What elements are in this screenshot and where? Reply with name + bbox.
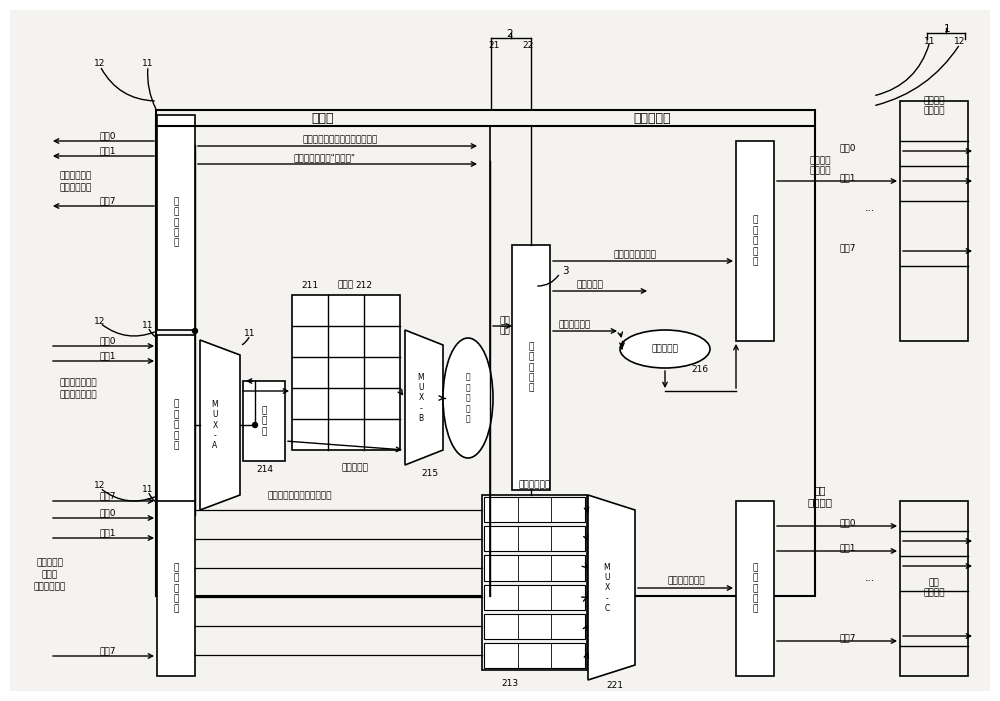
Text: 3: 3 [562, 266, 568, 276]
Text: 22: 22 [522, 41, 534, 50]
Text: 接
口
寄
存
器: 接 口 寄 存 器 [173, 400, 179, 450]
Text: 输出报文
有效信号: 输出报文 有效信号 [923, 96, 945, 116]
Text: 来自各接口: 来自各接口 [37, 559, 63, 568]
Text: 站
间
寄
存
器: 站 间 寄 存 器 [528, 342, 534, 393]
Text: 微包选择信号: 微包选择信号 [559, 320, 591, 329]
Text: 1: 1 [944, 24, 950, 34]
Bar [157, 115, 195, 330]
Text: 检查板: 检查板 [338, 280, 354, 290]
Text: 21: 21 [488, 41, 500, 50]
Text: 216: 216 [691, 365, 709, 374]
Text: 接口0: 接口0 [100, 336, 116, 346]
Text: 接
口
寄
存
器: 接 口 寄 存 器 [752, 216, 758, 266]
Text: 12: 12 [954, 36, 966, 46]
Polygon shape [405, 330, 443, 465]
Text: 来自各接口的：: 来自各接口的： [60, 379, 98, 388]
Ellipse shape [443, 338, 493, 458]
Text: 215: 215 [421, 468, 439, 477]
Text: M
U
X
-
A: M U X - A [212, 400, 218, 450]
Text: 214: 214 [256, 465, 274, 473]
Text: 11: 11 [244, 329, 256, 337]
Text: 到被许可的接口的信用释放信号: 到被许可的接口的信用释放信号 [302, 135, 378, 144]
Text: 仲裁
许可: 仲裁 许可 [500, 316, 510, 336]
Bar [484, 497, 585, 522]
Text: 12: 12 [94, 482, 106, 491]
Bar [482, 495, 587, 670]
Bar [736, 501, 774, 676]
Text: 请
求
组: 请 求 组 [261, 406, 267, 436]
Text: 路由场信息: 路由场信息 [577, 280, 603, 290]
Text: 12: 12 [94, 58, 106, 67]
Bar [484, 613, 585, 639]
Text: 输出报文
有效信号: 输出报文 有效信号 [809, 156, 831, 176]
Bar [243, 381, 285, 461]
Ellipse shape [620, 330, 710, 368]
Bar [484, 526, 585, 551]
Circle shape [252, 423, 258, 428]
Text: 接
口
寄
存
器: 接 口 寄 存 器 [173, 197, 179, 247]
Text: 信用释放信号: 信用释放信号 [60, 184, 92, 193]
Text: 的输入: 的输入 [42, 571, 58, 580]
Text: 11: 11 [142, 320, 154, 329]
Text: 仲裁站: 仲裁站 [312, 111, 334, 125]
Circle shape [192, 329, 198, 334]
Text: M
U
X
-
B: M U X - B [418, 373, 424, 423]
Bar [900, 501, 968, 676]
Text: 接口1: 接口1 [840, 543, 856, 552]
Text: 接口1: 接口1 [840, 174, 856, 182]
Text: 仲
裁
控
制
器: 仲 裁 控 制 器 [466, 373, 470, 423]
Text: 接
口
寄
存
器: 接 口 寄 存 器 [173, 563, 179, 614]
Text: 接口1: 接口1 [100, 147, 116, 156]
Text: 接口7: 接口7 [100, 196, 116, 205]
Text: 数据选择站: 数据选择站 [634, 111, 671, 125]
Text: 11: 11 [142, 484, 154, 494]
Text: 211: 211 [301, 280, 319, 290]
Text: 213: 213 [501, 679, 519, 688]
Polygon shape [588, 495, 635, 680]
Text: 报文微包数据: 报文微包数据 [34, 583, 66, 592]
Bar [484, 643, 585, 668]
Text: 微包数据队列: 微包数据队列 [518, 480, 551, 489]
Text: 路由控制器: 路由控制器 [652, 344, 678, 353]
Polygon shape [200, 340, 240, 510]
Text: 接口7: 接口7 [840, 634, 856, 643]
Text: 继续等待许可的"请求组": 继续等待许可的"请求组" [294, 154, 356, 163]
Bar [900, 101, 968, 341]
Bar [736, 141, 774, 341]
Text: M
U
X
-
C: M U X - C [604, 563, 610, 613]
Bar [484, 585, 585, 610]
Text: 输出
报文微包: 输出 报文微包 [808, 485, 832, 507]
Text: 12: 12 [94, 316, 106, 325]
Bar [157, 335, 195, 515]
Bar [512, 245, 550, 490]
Text: 选择输出的微包: 选择输出的微包 [667, 576, 705, 585]
Text: 输出报文有效信号: 输出报文有效信号 [614, 250, 656, 259]
Text: 212: 212 [356, 280, 372, 290]
Bar [292, 295, 400, 450]
Bar [157, 501, 195, 676]
Bar [484, 555, 585, 580]
Text: 接口0: 接口0 [100, 132, 116, 140]
Text: 11: 11 [924, 36, 936, 46]
Text: 接口7: 接口7 [840, 243, 856, 252]
Text: 接口1: 接口1 [100, 351, 116, 360]
Text: 输出
报文微包: 输出 报文微包 [923, 578, 945, 598]
Text: 221: 221 [606, 681, 624, 690]
Text: 请求有效信号：: 请求有效信号： [60, 390, 98, 400]
Text: 接口7: 接口7 [100, 646, 116, 655]
Text: 来自各接口的待选择的微包: 来自各接口的待选择的微包 [268, 491, 332, 501]
Text: 接口1: 接口1 [100, 529, 116, 538]
Text: 2: 2 [507, 29, 513, 39]
Text: 接口0: 接口0 [840, 144, 856, 153]
Text: 接口7: 接口7 [100, 491, 116, 501]
Bar [156, 110, 815, 596]
Text: 接口0: 接口0 [840, 519, 856, 527]
Text: 接
口
寄
存
器: 接 口 寄 存 器 [752, 563, 758, 614]
Text: 11: 11 [142, 58, 154, 67]
Text: 接口0: 接口0 [100, 508, 116, 517]
Text: 检查板旁路: 检查板旁路 [342, 463, 368, 472]
Text: ···: ··· [865, 206, 875, 216]
Text: 到各接口的：: 到各接口的： [60, 172, 92, 180]
Text: ···: ··· [865, 576, 875, 586]
